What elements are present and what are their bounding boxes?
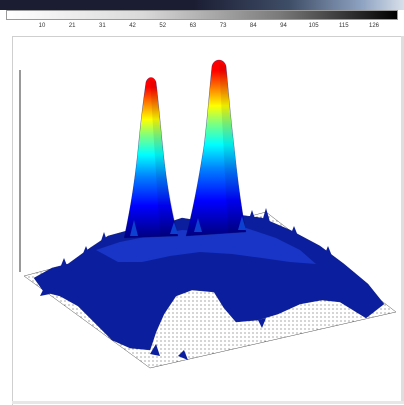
peak-right — [185, 59, 247, 237]
colorbar-tick-label: 84 — [249, 23, 257, 29]
colorbar-tick-label: 73 — [219, 23, 227, 29]
grayscale-colorbar — [6, 10, 398, 20]
panel-bottom-edge — [12, 401, 404, 404]
colorbar-tick-label: 21 — [68, 23, 76, 29]
colorbar-tick-label: 94 — [280, 23, 287, 29]
panel-right-edge — [401, 36, 404, 404]
colorbar-tick-label: 10 — [38, 23, 46, 29]
surface-spikes — [40, 208, 358, 360]
colorbar-tick-row: 10 21 31 42 52 63 73 84 94 105 115 126 — [0, 21, 404, 33]
top-strip-fade — [194, 0, 404, 10]
peak-spikes — [130, 216, 246, 236]
peak-left — [123, 77, 179, 239]
colorbar-tick-label: 115 — [339, 23, 349, 29]
window-top-strip — [0, 0, 404, 10]
colorbar-tick-label: 63 — [189, 23, 197, 29]
colorbar-tick-label: 31 — [99, 23, 106, 29]
colorbar-tick-label: 52 — [159, 23, 167, 29]
colorbar-tick-label: 126 — [368, 23, 380, 29]
colorbar-tick-label: 105 — [308, 23, 319, 29]
colorbar-tick-label: 42 — [129, 23, 136, 29]
